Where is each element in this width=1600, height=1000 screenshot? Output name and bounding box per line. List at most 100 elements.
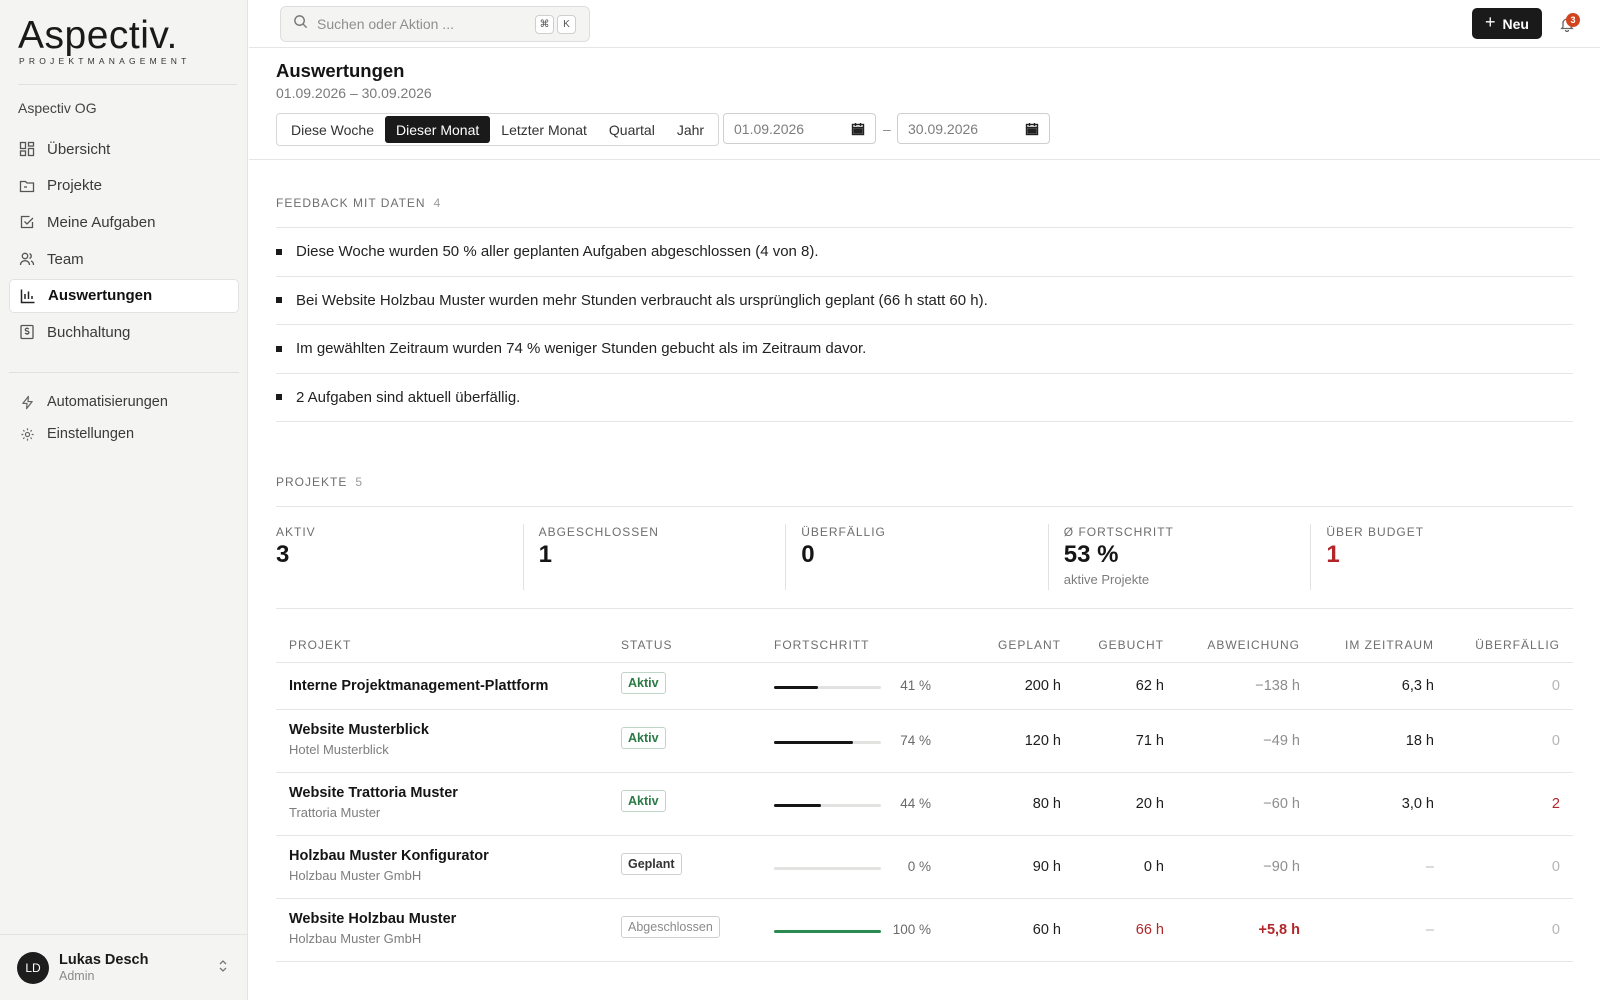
sidebar-item-label: Übersicht (47, 140, 111, 158)
table-row[interactable]: Website Trattoria Muster Trattoria Muster… (276, 773, 1573, 836)
period-this-week[interactable]: Diese Woche (291, 121, 375, 138)
bar-chart-icon (19, 287, 37, 305)
date-from-field[interactable]: 01.09.2026 (723, 113, 876, 144)
deviation-hours: −49 h (1263, 732, 1300, 749)
date-to-field[interactable]: 30.09.2026 (897, 113, 1050, 144)
period-hours: – (1425, 858, 1434, 875)
project-name[interactable]: Interne Projektmanagement-Plattform (289, 677, 549, 694)
sidebar-item-projekte[interactable]: Projekte (9, 169, 239, 203)
sidebar-item-team[interactable]: Team (9, 242, 239, 276)
period-year[interactable]: Jahr (676, 121, 705, 138)
logo-wordmark: Aspectiv. (18, 14, 178, 57)
sidebar-item-label: Team (47, 250, 84, 268)
table-row[interactable]: Website Musterblick Hotel Musterblick Akti… (276, 710, 1573, 773)
planned-hours: 60 h (1032, 921, 1061, 938)
progress-bar (774, 685, 881, 689)
bullet-icon (276, 345, 282, 352)
kpi-label: AKTIV (276, 525, 316, 539)
kpi-over-budget: ÜBER BUDGET 1 (1310, 507, 1573, 608)
period-quarter[interactable]: Quartal (608, 121, 655, 138)
project-client: Holzbau Muster GmbH (289, 867, 422, 883)
project-cell[interactable]: Holzbau Muster Konfigurator Holzbau Muste… (289, 848, 489, 883)
progress-label: 0 % (907, 858, 931, 874)
period-hours: 18 h (1405, 732, 1434, 749)
planned-hours: 200 h (1024, 677, 1061, 694)
table-row[interactable]: Website Holzbau Muster Holzbau Muster Gmb… (276, 899, 1573, 962)
deviation-hours: −60 h (1263, 795, 1300, 812)
sidebar-item-uebersicht[interactable]: Übersicht (9, 132, 239, 166)
booked-hours: 66 h (1135, 921, 1164, 938)
status-cell: Geplant (621, 852, 682, 875)
sidebar-item-einstellungen[interactable]: Einstellungen (9, 419, 239, 449)
sidebar-item-label: Einstellungen (47, 426, 135, 442)
progress-label: 100 % (892, 921, 931, 937)
project-client: Hotel Musterblick (289, 741, 389, 757)
sidebar-item-meine-aufgaben[interactable]: Meine Aufgaben (9, 205, 239, 239)
projects-count: 5 (355, 475, 363, 489)
project-cell[interactable]: Interne Projektmanagement-Plattform (289, 678, 548, 694)
period-this-month[interactable]: Dieser Monat (385, 116, 491, 143)
status-badge: Geplant (621, 852, 682, 875)
chevron-up-down-icon[interactable] (218, 959, 228, 978)
status-cell: Aktiv (621, 671, 666, 694)
col-status[interactable]: STATUS (621, 638, 673, 652)
progress-label: 74 % (900, 732, 931, 748)
kbd-cmd: ⌘ (535, 14, 554, 34)
status-cell: Abgeschlossen (621, 915, 720, 938)
project-cell[interactable]: Website Trattoria Muster Trattoria Muster (289, 785, 458, 820)
period-last-month[interactable]: Letzter Monat (501, 121, 587, 138)
sidebar-secondary-nav: Automatisierungen Einstellungen (9, 387, 239, 451)
progress-bar (774, 929, 881, 933)
col-im-zeitraum[interactable]: IM ZEITRAUM (1345, 638, 1434, 652)
kpi-overdue: ÜBERFÄLLIG 0 (785, 507, 1048, 608)
kpi-row: AKTIV 3 ABGESCHLOSSEN 1 ÜBERFÄLLIG 0 Ø F… (276, 506, 1573, 609)
kpi-value: 3 (276, 541, 290, 568)
col-gebucht[interactable]: GEBUCHT (1098, 638, 1164, 652)
search-input[interactable]: Suchen oder Aktion ... ⌘ K (280, 6, 590, 42)
sidebar-item-buchhaltung[interactable]: Buchhaltung (9, 315, 239, 349)
page-title: Auswertungen (276, 60, 405, 81)
kpi-label: ABGESCHLOSSEN (538, 525, 659, 539)
topbar: Suchen oder Aktion ... ⌘ K + Neu 3 (249, 0, 1600, 48)
org-name[interactable]: Aspectiv OG (18, 100, 97, 116)
col-abweichung[interactable]: ABWEICHUNG (1207, 638, 1300, 652)
deviation-hours: −90 h (1263, 858, 1300, 875)
project-name[interactable]: Website Holzbau Muster (289, 910, 457, 927)
date-separator: – (883, 121, 891, 137)
checkbox-icon (18, 213, 36, 231)
project-name[interactable]: Website Musterblick (289, 721, 429, 738)
sidebar-item-auswertungen[interactable]: Auswertungen (9, 278, 239, 313)
project-name[interactable]: Holzbau Muster Konfigurator (289, 847, 489, 864)
sidebar-item-label: Projekte (47, 177, 103, 195)
table-row[interactable]: Holzbau Muster Konfigurator Holzbau Muste… (276, 836, 1573, 899)
booked-hours: 0 h (1143, 858, 1164, 875)
progress-bar (774, 740, 881, 744)
table-row[interactable]: Interne Projektmanagement-Plattform Aktiv… (276, 663, 1573, 710)
col-projekt[interactable]: PROJEKT (289, 638, 352, 652)
bullet-icon (276, 394, 282, 401)
sidebar-item-automatisierungen[interactable]: Automatisierungen (9, 387, 239, 417)
progress-fill (774, 740, 854, 744)
feedback-item: 2 Aufgaben sind aktuell überfällig. (276, 374, 1573, 422)
user-menu[interactable]: LD Lukas Desch Admin (0, 934, 248, 1000)
sidebar-item-label: Buchhaltung (47, 323, 131, 341)
calendar-icon[interactable] (851, 122, 865, 139)
col-ueberfaellig[interactable]: ÜBERFÄLLIG (1475, 638, 1560, 652)
deviation-hours: −138 h (1255, 677, 1300, 694)
col-geplant[interactable]: GEPLANT (997, 638, 1061, 652)
project-cell[interactable]: Website Holzbau Muster Holzbau Muster Gmb… (289, 911, 456, 946)
feedback-count: 4 (433, 196, 441, 210)
folder-icon (18, 177, 36, 195)
feedback-item: Diese Woche wurden 50 % aller geplanten … (276, 228, 1573, 277)
calendar-icon[interactable] (1025, 122, 1039, 139)
sidebar-item-label: Meine Aufgaben (47, 213, 156, 231)
project-cell[interactable]: Website Musterblick Hotel Musterblick (289, 722, 429, 757)
col-fortschritt[interactable]: FORTSCHRITT (774, 638, 870, 652)
feedback-text: 2 Aufgaben sind aktuell überfällig. (296, 388, 521, 406)
users-icon (18, 250, 36, 268)
overdue-count: 0 (1551, 858, 1560, 875)
new-button[interactable]: + Neu (1472, 8, 1542, 39)
status-badge: Abgeschlossen (621, 915, 720, 938)
logo[interactable]: Aspectiv. PROJEKTMANAGEMENT (18, 14, 228, 66)
project-name[interactable]: Website Trattoria Muster (289, 784, 458, 801)
